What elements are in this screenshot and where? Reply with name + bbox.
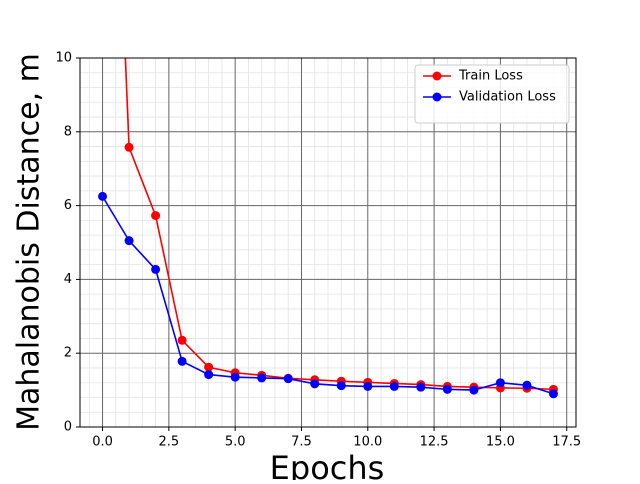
y-axis-label: Mahalanobis Distance, m <box>12 53 47 431</box>
plot-area <box>98 58 558 399</box>
data-point <box>257 373 267 383</box>
y-tick-label: 0 <box>64 420 72 435</box>
data-point <box>177 356 187 366</box>
y-tick-label: 6 <box>64 198 72 213</box>
y-tick-label: 2 <box>64 346 72 361</box>
data-point <box>124 236 134 246</box>
y-tick-label: 4 <box>64 272 72 287</box>
data-point <box>548 389 558 399</box>
legend-marker <box>432 71 442 81</box>
data-point <box>283 374 293 384</box>
legend-marker <box>432 92 442 102</box>
data-point <box>230 372 240 382</box>
y-tick-label: 10 <box>55 51 72 66</box>
data-point <box>442 384 452 394</box>
x-tick-label: 10.0 <box>353 435 382 450</box>
legend-label: Train Loss <box>458 69 523 84</box>
x-tick-label: 15.0 <box>486 435 515 450</box>
data-point <box>177 335 187 345</box>
x-tick-label: 12.5 <box>420 435 449 450</box>
series-line <box>101 195 554 395</box>
data-point <box>416 382 426 392</box>
data-point <box>151 211 161 221</box>
data-point <box>204 362 214 372</box>
x-tick-label: 0.0 <box>92 435 113 450</box>
legend-label: Validation Loss <box>459 90 556 105</box>
data-point <box>98 191 108 201</box>
data-point <box>151 264 161 274</box>
x-axis-label: Epochs <box>270 449 385 480</box>
x-tick-label: 5.0 <box>225 435 246 450</box>
data-point <box>363 381 373 391</box>
data-point <box>204 370 214 380</box>
x-tick-label: 7.5 <box>291 435 312 450</box>
data-point <box>310 379 320 389</box>
y-tick-label: 8 <box>64 124 72 139</box>
data-point <box>124 142 134 152</box>
ticks: 0.0 2.5 5.0 7.5 10.0 12.5 15.0 17.5 0 2 4 6 8 10 <box>55 51 581 450</box>
legend-box <box>414 64 570 124</box>
data-point <box>469 385 479 395</box>
data-point <box>389 381 399 391</box>
data-point <box>336 381 346 391</box>
axes-frame <box>79 57 577 428</box>
x-tick-label: 2.5 <box>159 435 180 450</box>
x-tick-label: 17.5 <box>552 435 581 450</box>
data-point <box>522 380 532 390</box>
data-point <box>495 378 505 388</box>
legend: Train Loss Validation Loss <box>414 64 570 124</box>
